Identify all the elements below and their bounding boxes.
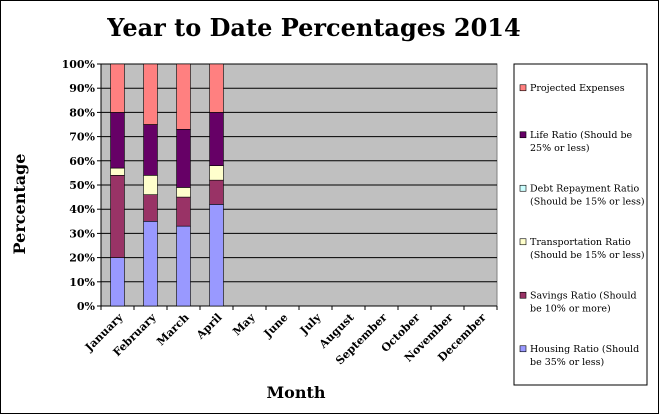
bar-segment	[209, 204, 224, 307]
legend-swatch	[519, 84, 527, 92]
legend-label: Housing Ratio (Should be 35% or less)	[530, 344, 639, 368]
chart-title: Year to Date Percentages 2014	[106, 13, 520, 42]
y-tick-label: 60%	[69, 155, 95, 168]
bar-segment	[209, 63, 224, 113]
bar-segment	[110, 175, 125, 258]
y-tick-label: 90%	[69, 82, 95, 95]
x-axis-title: Month	[266, 383, 325, 402]
bar-segment	[176, 225, 191, 307]
legend-label: Transportation Ratio (Should be 15% or le…	[530, 237, 645, 261]
bar-segment	[110, 257, 125, 307]
bar-segment	[176, 196, 191, 227]
bar-segment	[110, 112, 125, 169]
legend-label: Debt Repayment Ratio (Should be 15% or le…	[530, 183, 645, 207]
legend-label: Life Ratio (Should be 25% or less)	[530, 130, 633, 154]
bar-segment	[143, 124, 158, 176]
y-tick-label: 40%	[69, 203, 95, 216]
legend-swatch	[519, 291, 527, 299]
y-tick-label: 100%	[62, 58, 96, 71]
bar-segment	[209, 165, 224, 181]
bar-segment	[143, 194, 158, 222]
bar-segment	[176, 63, 191, 130]
y-tick-label: 0%	[77, 300, 96, 313]
bar-segment	[209, 112, 224, 166]
legend-label: Projected Expenses	[530, 83, 625, 94]
y-tick-label: 20%	[69, 252, 95, 265]
x-tick-label: March	[154, 311, 191, 348]
x-tick-label: July	[297, 311, 324, 338]
y-tick-label: 30%	[69, 227, 95, 240]
x-tick-label: April	[193, 311, 224, 342]
y-tick-label: 50%	[69, 179, 95, 192]
bar-segment	[143, 63, 158, 125]
bar-segment	[110, 167, 125, 176]
x-tick-label: May	[230, 311, 258, 339]
bar-segment	[143, 221, 158, 307]
bar-segment	[209, 179, 224, 205]
legend-box	[513, 63, 648, 386]
legend: Projected Expenses Life Ratio (Should be 2…	[513, 63, 648, 386]
bar-segment	[110, 63, 125, 113]
y-tick-label: 70%	[69, 131, 95, 144]
y-tick-label: 10%	[69, 276, 95, 289]
legend-swatch	[519, 184, 527, 192]
legend-swatch	[519, 345, 527, 353]
legend-swatch	[519, 131, 527, 139]
bar-segment	[176, 187, 191, 198]
y-axis-title: Percentage	[10, 154, 29, 255]
plot-area: 0%10%20%30%40%50%60%70%80%90%100%January…	[62, 58, 498, 367]
legend-swatch	[519, 238, 527, 246]
legend-label: Savings Ratio (Should be 10% or more)	[530, 290, 637, 314]
bar-segment	[143, 175, 158, 195]
x-tick-label: June	[261, 311, 291, 341]
y-tick-label: 80%	[69, 106, 95, 119]
bar-segment	[176, 129, 191, 188]
